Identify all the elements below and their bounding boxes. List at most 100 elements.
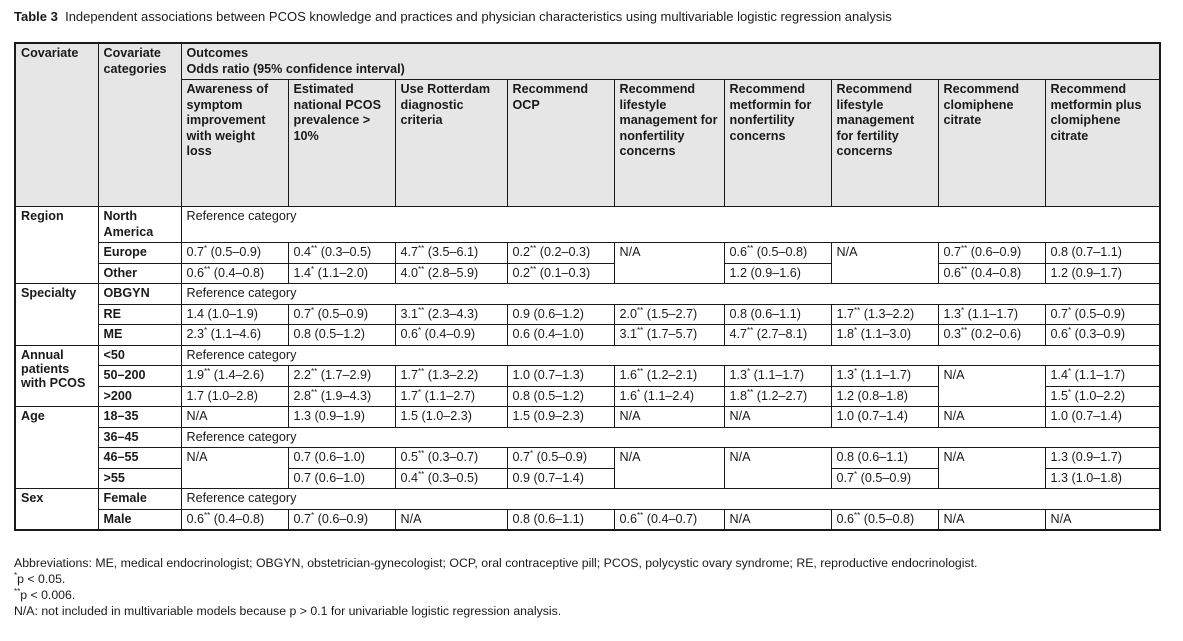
table-row: Other 0.6** (0.4–0.8) 1.4* (1.1–2.0) 4.0… xyxy=(15,262,1161,284)
cell: 0.4** (0.3–0.5) xyxy=(394,467,508,489)
header-col-8: Recommend clomiphene citrate xyxy=(937,79,1046,207)
table-row: 36–45 Reference category xyxy=(15,426,1161,448)
cell: 4.0** (2.8–5.9) xyxy=(394,262,508,284)
group-sex: Sex xyxy=(14,488,99,531)
cell: 0.9 (0.7–1.4) xyxy=(506,467,615,489)
cell: 0.6* (0.3–0.9) xyxy=(1044,324,1161,346)
header-outcomes: Outcomes Odds ratio (95% confidence inte… xyxy=(180,42,1161,80)
cell: 1.7* (1.1–2.7) xyxy=(394,385,508,407)
cell: 0.3** (0.2–0.6) xyxy=(937,324,1046,346)
cell: 0.9 (0.6–1.2) xyxy=(506,303,615,325)
table-row: >200 1.7 (1.0–2.8) 2.8** (1.9–4.3) 1.7* … xyxy=(15,385,1161,407)
header-col-5: Recommend lifestyle management for nonfe… xyxy=(613,79,725,207)
cell: 1.4* (1.1–1.7) xyxy=(1044,365,1161,387)
group-specialty: Specialty xyxy=(14,283,99,346)
footnote-na: N/A: not included in multivariable model… xyxy=(14,604,562,618)
cell: 1.7** (1.3–2.2) xyxy=(394,365,508,387)
cell: 1.5 (1.0–2.3) xyxy=(394,406,508,428)
header-covariate: Covariate xyxy=(14,42,99,207)
cell: 0.6** (0.5–0.8) xyxy=(723,242,832,264)
reference-cell: Reference category xyxy=(180,206,1161,243)
header-col-3: Use Rotterdam diagnostic criteria xyxy=(394,79,508,207)
header-col-4: Recommend OCP xyxy=(506,79,615,207)
cell: 0.7* (0.5–0.9) xyxy=(180,242,289,264)
cell: N/A xyxy=(613,242,725,284)
cell: 1.8* (1.1–3.0) xyxy=(830,324,939,346)
table-row: Europe 0.7* (0.5–0.9) 0.4** (0.3–0.5) 4.… xyxy=(15,242,1161,284)
cell: 1.3* (1.1–1.7) xyxy=(937,303,1046,325)
cell: 0.8 (0.5–1.2) xyxy=(506,385,615,407)
cell: 1.7 (1.0–2.8) xyxy=(180,385,289,407)
table-row: RE 1.4 (1.0–1.9) 0.7* (0.5–0.9) 3.1** (2… xyxy=(15,303,1161,325)
cell: 0.6** (0.4–0.8) xyxy=(180,262,289,284)
category-obgyn: OBGYN xyxy=(97,283,182,305)
cell: 1.3 (1.0–1.8) xyxy=(1044,467,1161,489)
table-row: Region North America Reference category xyxy=(14,206,1161,284)
cell: 2.3* (1.1–4.6) xyxy=(180,324,289,346)
category-male: Male xyxy=(97,508,182,531)
table-row: Sex Female Reference category xyxy=(14,488,1161,531)
cell: N/A xyxy=(937,406,1046,428)
cell: 1.4 (1.0–1.9) xyxy=(180,303,289,325)
category-europe: Europe xyxy=(97,242,182,264)
cell: N/A xyxy=(613,406,725,428)
cell: N/A xyxy=(937,508,1046,531)
header-col-7: Recommend lifestyle management for ferti… xyxy=(830,79,939,207)
cell: N/A xyxy=(180,406,289,428)
category-lt50: <50 xyxy=(97,344,182,366)
header-col-1: Awareness of symptom improvement with we… xyxy=(180,79,289,207)
category-gt55: >55 xyxy=(97,467,182,489)
cell: 0.6** (0.4–0.8) xyxy=(937,262,1046,284)
header-row-1: Covariate Covariate categories Outcomes … xyxy=(14,42,1161,207)
cell: 0.8 (0.6–1.1) xyxy=(830,447,939,469)
cell: 1.3* (1.1–1.7) xyxy=(830,365,939,387)
cell: 0.2** (0.2–0.3) xyxy=(506,242,615,264)
cell: N/A xyxy=(723,447,832,489)
cell: 1.5* (1.0–2.2) xyxy=(1044,385,1161,407)
cell: 0.7* (0.5–0.9) xyxy=(287,303,396,325)
cell: 0.7* (0.5–0.9) xyxy=(1044,303,1161,325)
cell: 3.1** (1.7–5.7) xyxy=(613,324,725,346)
cell: 1.6* (1.1–2.4) xyxy=(613,385,725,407)
reference-cell: Reference category xyxy=(180,426,1161,448)
cell: N/A xyxy=(723,406,832,428)
table-caption: Table 3 Independent associations between… xyxy=(14,9,892,24)
cell: N/A xyxy=(1044,508,1161,531)
cell: 3.1** (2.3–4.3) xyxy=(394,303,508,325)
cell: 1.8** (1.2–2.7) xyxy=(723,385,832,407)
cell: 0.7* (0.6–0.9) xyxy=(287,508,396,531)
cell: N/A xyxy=(394,508,508,531)
footnote-p2: **p < 0.006. xyxy=(14,586,76,602)
cell: 1.2 (0.9–1.7) xyxy=(1044,262,1161,284)
cell: 4.7** (3.5–6.1) xyxy=(394,242,508,264)
cell: N/A xyxy=(937,447,1046,489)
category-36-45: 36–45 xyxy=(97,426,182,448)
cell: 1.0 (0.7–1.4) xyxy=(830,406,939,428)
header-covariate-categories: Covariate categories xyxy=(97,42,182,207)
cell: 1.3 (0.9–1.9) xyxy=(287,406,396,428)
cell: 1.3* (1.1–1.7) xyxy=(723,365,832,387)
cell: 1.5 (0.9–2.3) xyxy=(506,406,615,428)
cell: 2.0** (1.5–2.7) xyxy=(613,303,725,325)
header-col-6: Recommend metformin for nonfertility con… xyxy=(723,79,832,207)
group-region: Region xyxy=(14,206,99,284)
reference-cell: Reference category xyxy=(180,488,1161,510)
category-18-35: 18–35 xyxy=(97,406,182,428)
reference-cell: Reference category xyxy=(180,283,1161,305)
cell: 0.7* (0.5–0.9) xyxy=(830,467,939,489)
group-age: Age xyxy=(14,406,99,489)
results-table: Covariate Covariate categories Outcomes … xyxy=(14,42,1161,531)
category-female: Female xyxy=(97,488,182,510)
cell: N/A xyxy=(180,447,289,489)
cell: 0.6** (0.4–0.8) xyxy=(180,508,289,531)
category-gt200: >200 xyxy=(97,385,182,407)
category-other: Other xyxy=(97,262,182,284)
category-46-55: 46–55 xyxy=(97,447,182,469)
cell: 0.6 (0.4–1.0) xyxy=(506,324,615,346)
cell: 0.5** (0.3–0.7) xyxy=(394,447,508,469)
cell: 1.2 (0.8–1.8) xyxy=(830,385,939,407)
table-row: ME 2.3* (1.1–4.6) 0.8 (0.5–1.2) 0.6* (0.… xyxy=(15,324,1161,346)
table-row: Annual patients with PCOS <50 Reference … xyxy=(14,344,1161,407)
cell: 0.6** (0.5–0.8) xyxy=(830,508,939,531)
table-row: >55 0.7 (0.6–1.0) 0.4** (0.3–0.5) 0.9 (0… xyxy=(15,467,1161,489)
